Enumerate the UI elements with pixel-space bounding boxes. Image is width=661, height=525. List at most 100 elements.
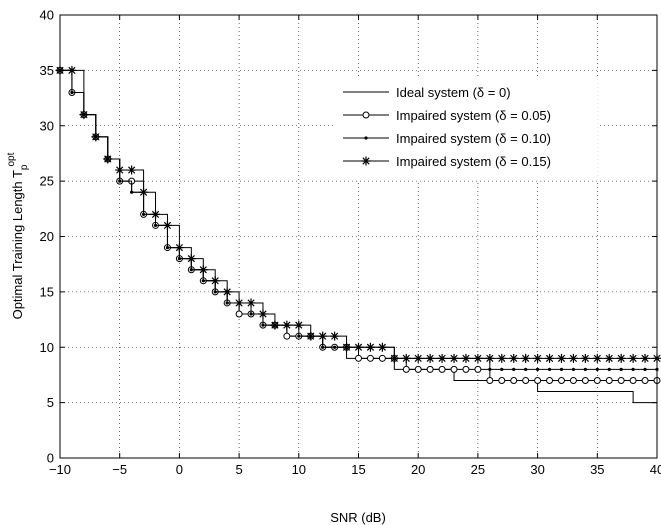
data-point <box>640 353 650 363</box>
data-point <box>641 376 649 384</box>
legend-marker <box>361 156 371 166</box>
data-point <box>617 376 625 384</box>
data-point <box>546 376 554 384</box>
data-point <box>270 320 280 330</box>
data-point <box>330 331 340 341</box>
data-point <box>524 367 528 371</box>
y-axis-label: Optimal Training Length Tpopt <box>6 152 30 319</box>
data-point <box>283 332 291 340</box>
y-axis-label-sup: opt <box>6 152 17 166</box>
x-tick-label: 10 <box>292 462 306 477</box>
data-point <box>141 212 146 216</box>
data-point <box>643 367 647 371</box>
data-point <box>198 265 208 275</box>
data-point <box>619 367 623 371</box>
data-point <box>67 65 77 75</box>
data-point <box>162 220 172 230</box>
data-point <box>545 353 555 363</box>
data-point <box>426 365 434 373</box>
data-point <box>607 367 611 371</box>
x-axis-label: SNR (dB) <box>330 510 386 525</box>
data-point <box>79 110 89 120</box>
data-point <box>333 345 337 349</box>
data-point <box>571 367 576 371</box>
data-point <box>425 353 435 363</box>
data-point <box>365 342 375 352</box>
data-point <box>438 365 446 373</box>
data-point <box>512 367 516 371</box>
data-point <box>533 353 543 363</box>
data-point <box>189 268 193 272</box>
data-point <box>413 353 423 363</box>
data-point <box>521 353 531 363</box>
data-point <box>474 365 482 373</box>
data-point <box>616 353 626 363</box>
data-point <box>522 376 530 384</box>
legend-label: Impaired system (δ = 0.15) <box>396 154 551 169</box>
x-tick-label: 0 <box>176 462 183 477</box>
x-tick-labels: −10 −5 0 5 10 15 20 25 30 35 40 <box>49 462 661 477</box>
data-point <box>282 320 292 330</box>
y-tick-label: 10 <box>40 340 54 355</box>
legend-label: Ideal system (δ = 0) <box>396 85 511 100</box>
y-tick-label: 20 <box>40 229 54 244</box>
data-point <box>559 367 564 371</box>
data-point <box>70 90 74 95</box>
x-tick-label: 5 <box>235 462 242 477</box>
data-point <box>249 312 253 316</box>
data-point <box>261 323 265 327</box>
data-point <box>510 376 518 384</box>
x-tick-label: 35 <box>590 462 604 477</box>
data-point <box>235 310 243 318</box>
data-point <box>91 132 101 142</box>
data-point <box>629 376 637 384</box>
x-tick-label: 20 <box>411 462 425 477</box>
data-point <box>355 354 362 362</box>
data-point <box>321 345 325 349</box>
data-point <box>225 301 229 305</box>
y-tick-label: 25 <box>40 174 54 189</box>
y-tick-label: 0 <box>47 451 54 466</box>
data-point <box>354 342 363 352</box>
data-point <box>130 190 134 194</box>
x-tick-label: 25 <box>471 462 485 477</box>
legend-box <box>334 77 598 181</box>
y-axis-label-sub: p <box>19 164 30 170</box>
data-point <box>103 154 113 164</box>
data-point <box>605 376 613 384</box>
data-point <box>342 342 352 352</box>
data-point <box>258 309 268 319</box>
data-point <box>139 187 149 197</box>
data-point <box>568 353 578 363</box>
data-point <box>534 376 542 384</box>
y-tick-labels: 0 5 10 15 20 25 30 35 40 <box>40 8 54 466</box>
data-point <box>213 290 217 294</box>
series-layer <box>55 65 661 404</box>
y-tick-label: 40 <box>40 8 54 23</box>
data-point <box>222 287 232 297</box>
data-point <box>569 376 577 384</box>
data-point <box>118 179 122 183</box>
data-point <box>592 353 602 363</box>
y-tick-label: 5 <box>47 395 54 410</box>
data-point <box>461 353 471 363</box>
x-tick-label: 40 <box>650 462 661 477</box>
data-point <box>628 353 638 363</box>
data-point <box>402 365 410 373</box>
data-point <box>165 245 170 250</box>
ticks <box>59 14 658 459</box>
data-point <box>486 376 494 384</box>
data-point <box>127 165 137 175</box>
data-point <box>294 320 304 330</box>
data-point <box>378 354 386 362</box>
data-point <box>414 365 422 373</box>
data-point <box>509 353 519 363</box>
legend-label: Impaired system (δ = 0.05) <box>396 108 551 123</box>
data-point <box>583 367 587 371</box>
data-point <box>115 165 125 175</box>
data-point <box>488 367 492 371</box>
data-point <box>593 376 601 384</box>
data-point <box>473 353 483 363</box>
data-point <box>210 276 220 286</box>
